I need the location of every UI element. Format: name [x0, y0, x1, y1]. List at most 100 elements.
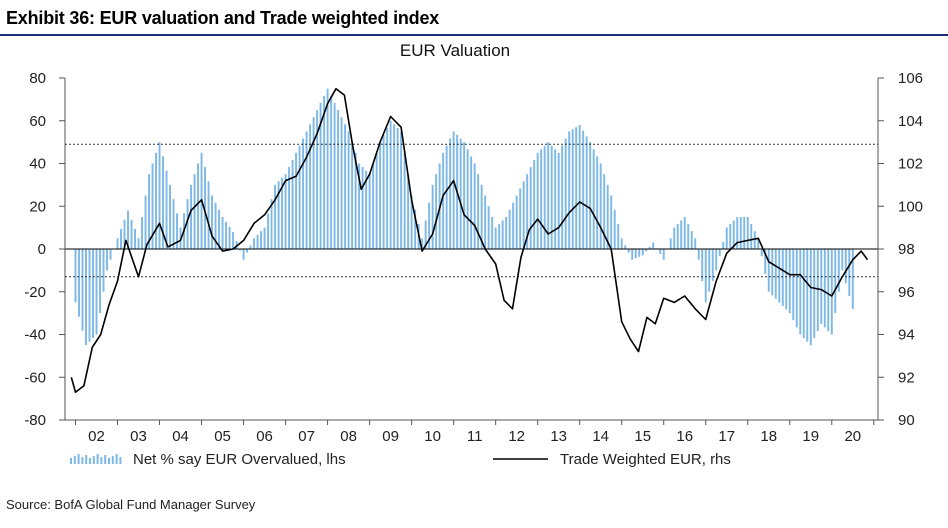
bar [596, 156, 599, 249]
bar [400, 131, 403, 249]
bar [116, 238, 119, 249]
bar [848, 249, 851, 297]
bar [645, 249, 648, 252]
bar [445, 145, 448, 249]
bar [186, 199, 189, 249]
bar [127, 210, 129, 249]
bar [463, 142, 466, 249]
bar [211, 195, 214, 249]
bar [711, 249, 714, 282]
bar [305, 131, 308, 249]
bar [316, 110, 319, 249]
x-tick-label: 04 [172, 428, 189, 445]
bar [634, 249, 637, 259]
bar [764, 249, 767, 274]
bar [781, 249, 784, 306]
bar [393, 124, 396, 249]
bar [382, 135, 385, 249]
bar [827, 249, 830, 331]
bar [214, 202, 217, 249]
bar [253, 238, 256, 249]
bar [669, 238, 672, 249]
bar [771, 249, 774, 296]
bar [515, 195, 518, 249]
bar [613, 209, 616, 249]
bar [522, 181, 525, 249]
bar [330, 95, 333, 249]
legend-bar-mark [115, 454, 118, 464]
bar [449, 138, 452, 249]
bar [690, 231, 693, 249]
bar [795, 249, 798, 328]
bar [536, 152, 539, 249]
exhibit-title: Exhibit 36: EUR valuation and Trade weig… [6, 8, 440, 28]
bar [232, 231, 235, 249]
left-tick-label: 0 [38, 241, 46, 258]
bar [743, 216, 746, 249]
bar [589, 142, 592, 249]
bar [830, 249, 833, 335]
bar [312, 117, 315, 249]
title-rule [0, 34, 948, 36]
bar [95, 249, 98, 335]
bar [799, 249, 802, 335]
legend-bar-mark [100, 457, 103, 464]
bar [473, 163, 476, 249]
bar [571, 129, 574, 249]
bar [809, 249, 812, 346]
bar [564, 138, 567, 249]
bar [718, 249, 721, 257]
left-tick-label: -80 [24, 412, 46, 429]
legend: Net % say EUR Overvalued, lhs Trade Weig… [70, 451, 731, 468]
bar [120, 229, 122, 249]
legend-bar-mark [89, 458, 91, 464]
bar [99, 249, 101, 314]
bar [172, 199, 175, 249]
legend-bar-mark [111, 456, 114, 464]
bar [225, 221, 228, 249]
bar [155, 152, 157, 249]
bar [844, 249, 847, 284]
x-tick-label: 06 [256, 428, 273, 445]
bar [736, 216, 739, 249]
bar [379, 142, 382, 249]
bar [421, 238, 424, 249]
bar [326, 88, 329, 249]
bar [715, 249, 718, 271]
bar [673, 227, 676, 249]
x-tick-label: 03 [130, 428, 147, 445]
legend-bar-mark [92, 456, 95, 464]
bar [802, 249, 805, 339]
bar [165, 170, 168, 249]
bar [85, 249, 87, 346]
bar [333, 102, 336, 249]
bar [687, 224, 690, 249]
x-tick-label: 12 [508, 428, 525, 445]
bar [694, 238, 697, 249]
bar [102, 249, 105, 292]
bar [365, 170, 368, 249]
bar [624, 245, 627, 249]
bar [701, 249, 704, 282]
left-tick-label: 60 [29, 113, 46, 130]
bar [323, 95, 326, 249]
bar [396, 127, 399, 249]
bar [697, 249, 700, 260]
bar [302, 138, 305, 249]
bar [526, 174, 529, 249]
bar [599, 163, 602, 249]
bar [533, 159, 536, 249]
bar [778, 249, 781, 303]
left-tick-label: -40 [24, 327, 46, 344]
bar [221, 216, 224, 249]
left-tick-label: -60 [24, 369, 46, 386]
bar [235, 241, 238, 249]
bar [193, 174, 196, 249]
bar [837, 249, 840, 292]
bar [494, 227, 497, 249]
bar [676, 224, 679, 249]
bar [281, 177, 284, 249]
bar [620, 238, 623, 249]
bar [92, 249, 94, 339]
bar [578, 125, 581, 249]
